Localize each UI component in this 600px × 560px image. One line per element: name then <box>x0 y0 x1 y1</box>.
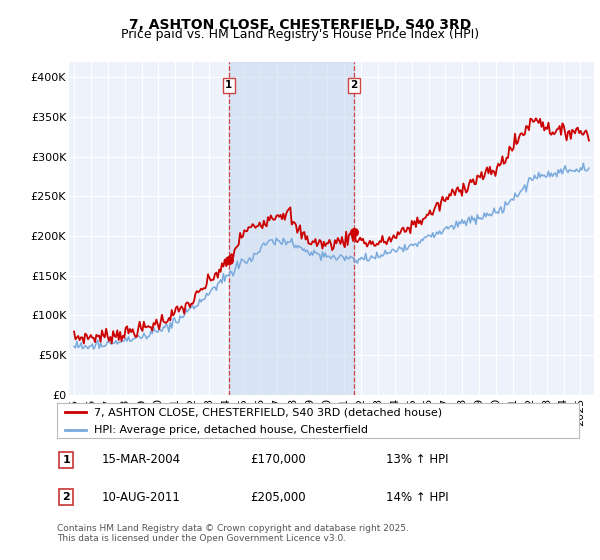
Text: 7, ASHTON CLOSE, CHESTERFIELD, S40 3RD: 7, ASHTON CLOSE, CHESTERFIELD, S40 3RD <box>129 18 471 32</box>
Bar <box>229 62 354 395</box>
Text: Contains HM Land Registry data © Crown copyright and database right 2025.
This d: Contains HM Land Registry data © Crown c… <box>57 524 409 543</box>
Text: HPI: Average price, detached house, Chesterfield: HPI: Average price, detached house, Ches… <box>94 425 368 435</box>
Text: £170,000: £170,000 <box>250 453 306 466</box>
Text: 7, ASHTON CLOSE, CHESTERFIELD, S40 3RD (detached house): 7, ASHTON CLOSE, CHESTERFIELD, S40 3RD (… <box>94 407 442 417</box>
Text: 2: 2 <box>350 81 358 90</box>
Text: 15-MAR-2004: 15-MAR-2004 <box>101 453 181 466</box>
Text: £205,000: £205,000 <box>250 491 306 504</box>
Text: 10-AUG-2011: 10-AUG-2011 <box>101 491 180 504</box>
Text: Price paid vs. HM Land Registry's House Price Index (HPI): Price paid vs. HM Land Registry's House … <box>121 28 479 41</box>
Text: 2: 2 <box>62 492 70 502</box>
Text: 14% ↑ HPI: 14% ↑ HPI <box>386 491 448 504</box>
Text: 1: 1 <box>62 455 70 465</box>
Text: 1: 1 <box>225 81 232 90</box>
Text: 13% ↑ HPI: 13% ↑ HPI <box>386 453 448 466</box>
